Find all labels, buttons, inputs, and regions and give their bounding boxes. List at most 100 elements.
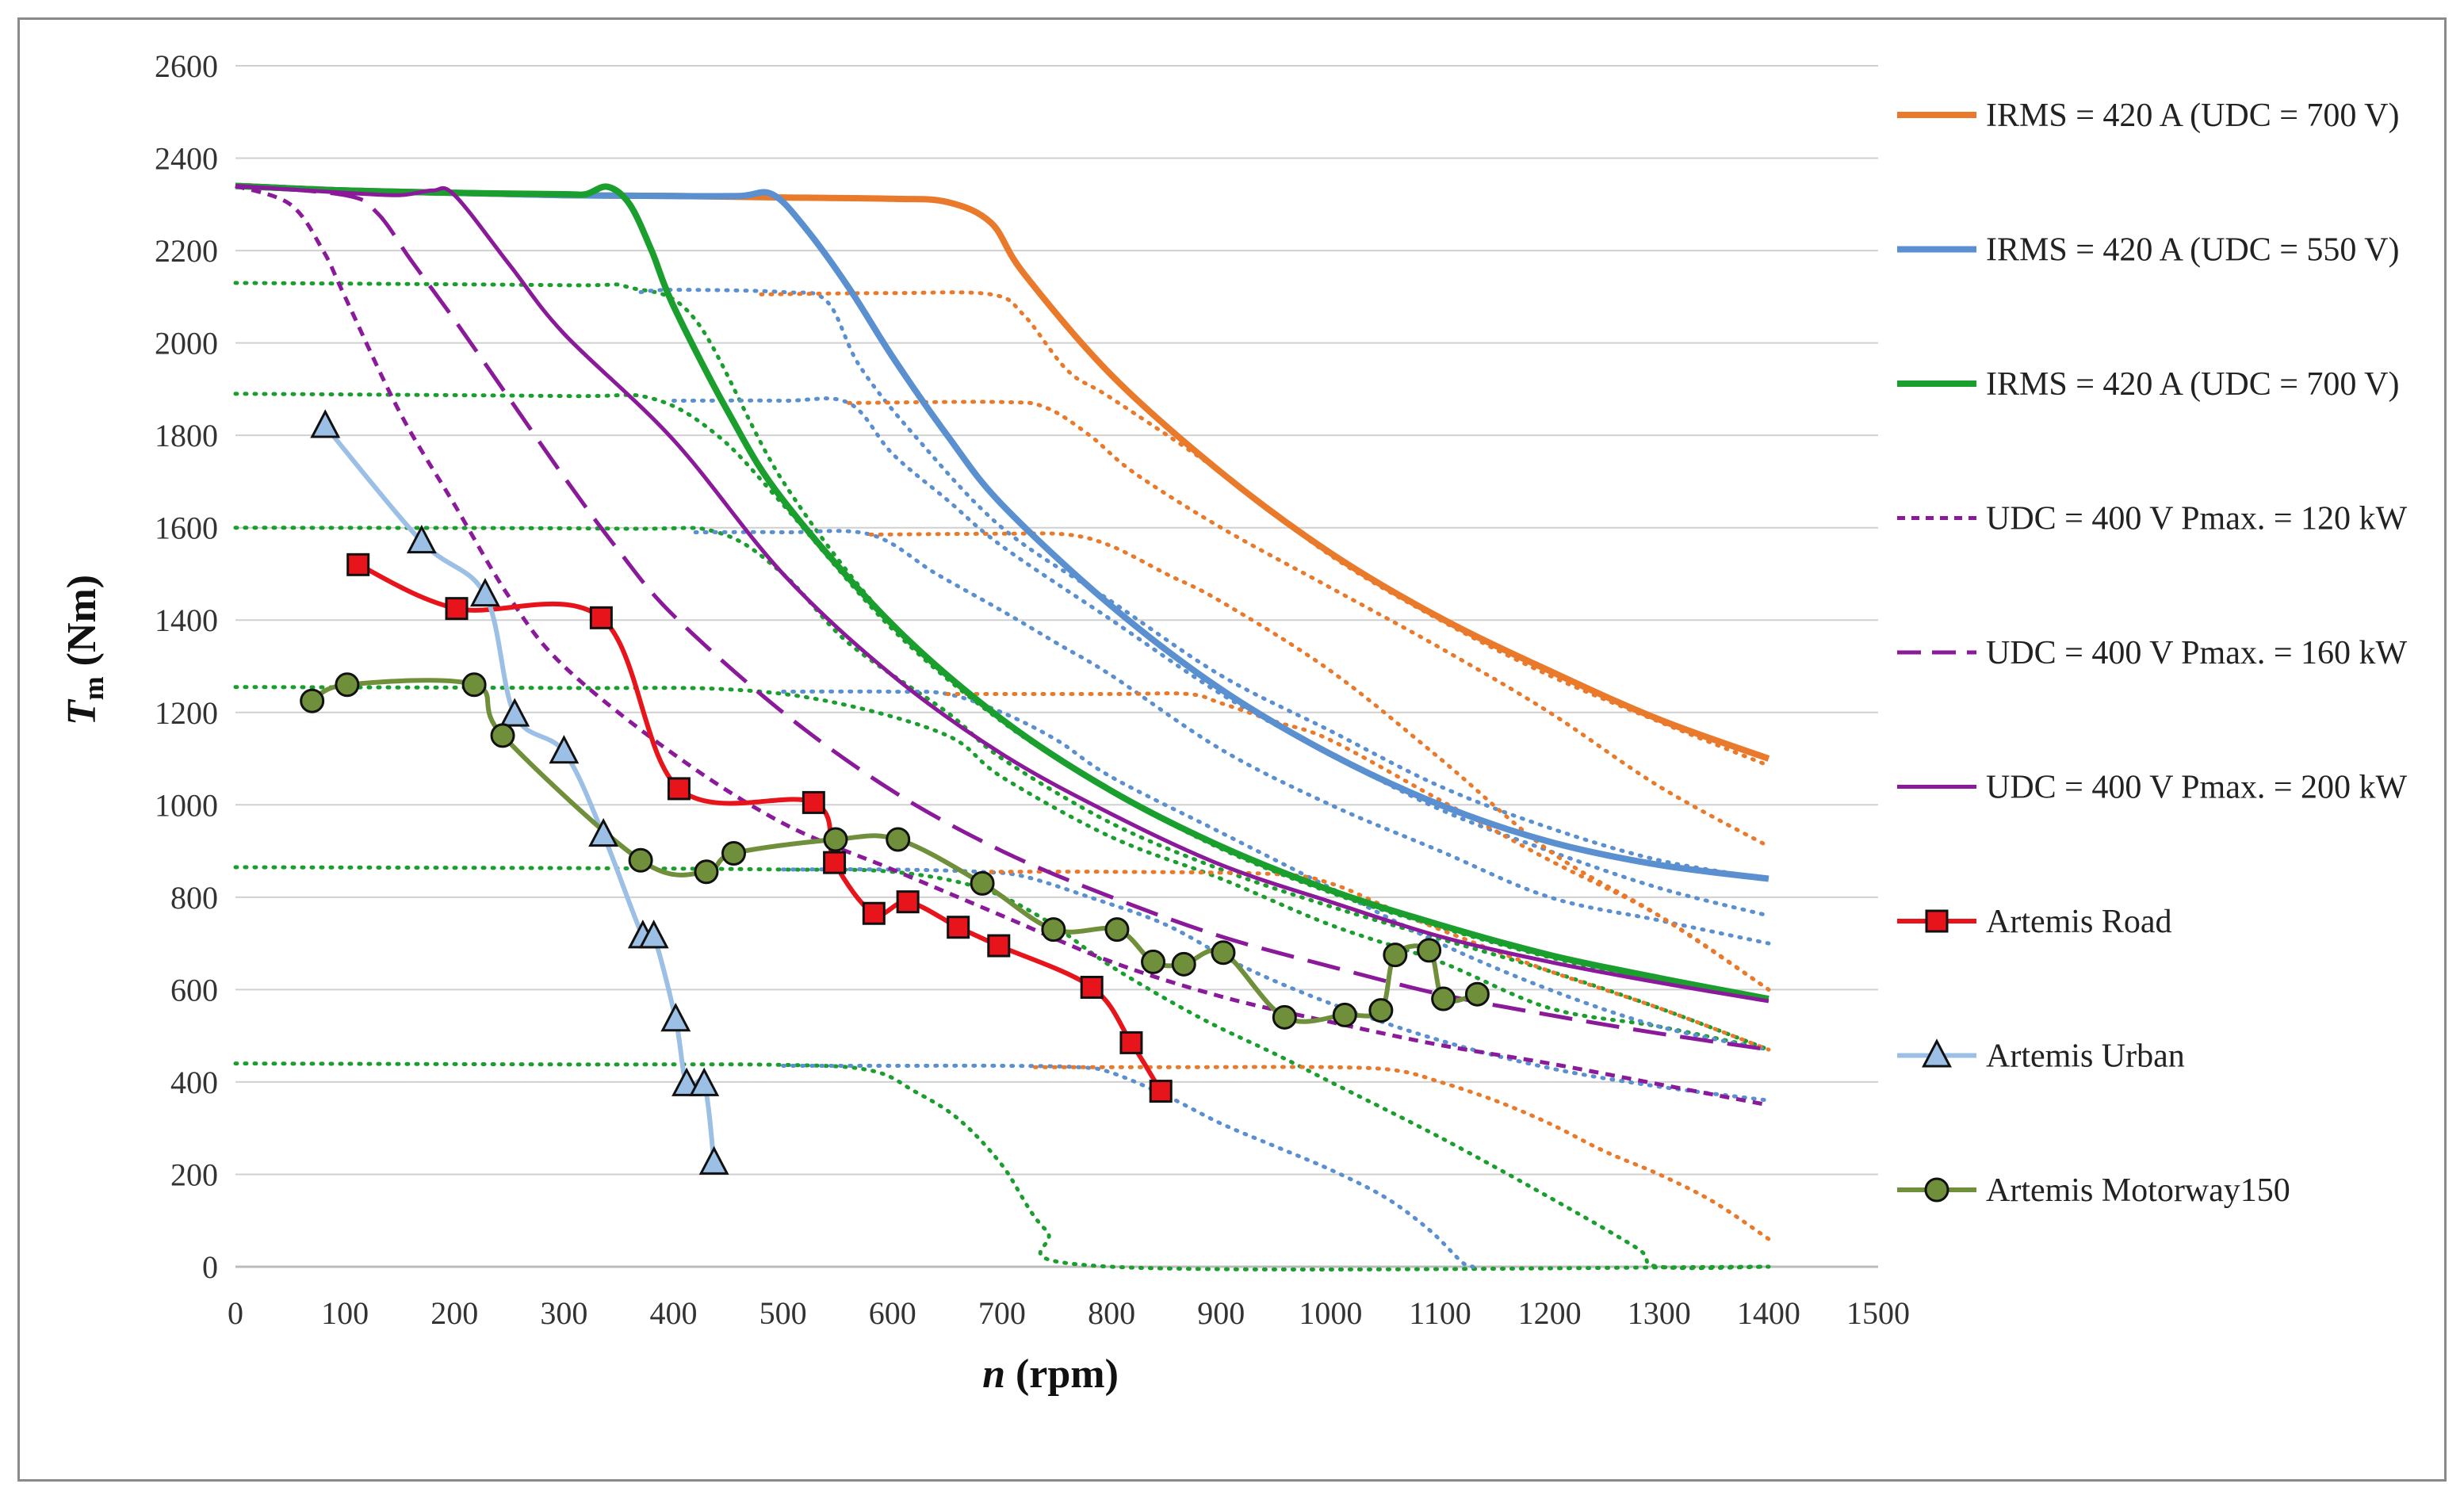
data-point-circle <box>1332 1002 1357 1027</box>
series-line-2 <box>235 182 1770 1002</box>
y-tick-label: 2000 <box>155 326 218 361</box>
data-point-square <box>802 790 825 814</box>
x-tick-label: 0 <box>228 1295 243 1331</box>
data-point-triangle <box>638 920 669 949</box>
dotted-curve <box>638 288 1771 881</box>
data-point-square <box>896 890 920 914</box>
gridlines <box>235 65 1878 1176</box>
data-point-circle <box>1383 943 1408 968</box>
y-axis-title-rest: (Nm) <box>59 575 105 677</box>
data-point-triangle <box>689 1067 720 1096</box>
y-tick-label: 1800 <box>155 418 218 453</box>
legend-item: Artemis Urban <box>1897 1038 2185 1075</box>
legend-label: UDC = 400 V Pmax. = 200 kW <box>1986 770 2408 806</box>
dotted-curve <box>1032 1065 1771 1241</box>
legend-label: IRMS = 420 A (UDC = 550 V) <box>1986 232 2400 269</box>
data-point-circle <box>1211 940 1236 966</box>
x-tick-label: 1200 <box>1518 1295 1582 1331</box>
data-point-circle <box>300 688 325 713</box>
dotted-curve <box>233 1061 1771 1271</box>
data-point-circle <box>721 840 747 866</box>
series-line-1 <box>235 182 1770 882</box>
x-tick-label: 400 <box>650 1295 698 1331</box>
legend-item: Artemis Motorway150 <box>1897 1172 2290 1209</box>
series-line-4 <box>235 184 1770 1052</box>
y-tick-label: 2400 <box>155 141 218 177</box>
data-point-circle <box>628 847 653 873</box>
data-point-triangle <box>698 1145 729 1175</box>
data-point-circle <box>461 672 487 698</box>
series-lines <box>235 182 1770 1164</box>
data-point-circle <box>335 672 360 698</box>
x-axis-title-italic: n <box>982 1352 1005 1397</box>
dotted-curve <box>759 290 1771 768</box>
x-tick-label: 500 <box>759 1295 807 1331</box>
y-tick-label: 600 <box>170 972 218 1008</box>
series-line-7 <box>323 424 717 1164</box>
legend-item: Artemis Road <box>1897 904 2171 940</box>
dotted-curve <box>233 526 1771 1052</box>
series-line-0 <box>235 182 1770 762</box>
dotted-curve <box>693 529 1771 946</box>
x-tick-label: 900 <box>1197 1295 1245 1331</box>
series-markers <box>300 409 1490 1175</box>
data-point-square <box>346 553 370 576</box>
legend-item: IRMS = 420 A (UDC = 700 V) <box>1897 366 2400 403</box>
legend-label: Artemis Urban <box>1986 1038 2185 1075</box>
data-point-triangle <box>310 409 341 438</box>
data-point-circle <box>823 827 848 852</box>
y-tick-label: 1200 <box>155 695 218 731</box>
data-point-square <box>1080 975 1104 999</box>
data-point-circle <box>1417 938 1442 963</box>
data-point-circle <box>1141 949 1166 974</box>
data-point-square <box>862 901 886 925</box>
x-tick-label: 1000 <box>1299 1295 1362 1331</box>
dotted-curve <box>945 691 1771 992</box>
tick-labels: 0200400600800100012001400160018002000220… <box>155 48 1910 1331</box>
legend-marker <box>1925 909 1949 933</box>
y-tick-label: 1600 <box>155 511 218 546</box>
series-line-6 <box>357 562 1163 1093</box>
y-tick-label: 800 <box>170 880 218 916</box>
x-axis-title-rest: (rpm) <box>1005 1352 1119 1397</box>
data-point-triangle <box>406 524 437 554</box>
legend: IRMS = 420 A (UDC = 700 V) IRMS = 420 A (… <box>1897 98 2408 1209</box>
legend-label: IRMS = 420 A (UDC = 700 V) <box>1986 366 2400 403</box>
dotted-curve <box>847 400 1771 849</box>
dotted-curve <box>233 865 1771 1271</box>
x-tick-label: 1300 <box>1628 1295 1691 1331</box>
y-axis-title: Tm (Nm) <box>59 575 109 725</box>
data-point-triangle <box>499 698 530 727</box>
data-point-square <box>947 916 970 939</box>
legend-item: IRMS = 420 A (UDC = 550 V) <box>1897 232 2400 269</box>
x-tick-label: 800 <box>1088 1295 1135 1331</box>
data-point-circle <box>1041 917 1066 943</box>
data-point-circle <box>490 723 515 748</box>
legend-label: Artemis Road <box>1986 904 2171 940</box>
y-tick-label: 200 <box>170 1157 218 1192</box>
y-tick-label: 400 <box>170 1065 218 1100</box>
data-point-triangle <box>588 817 619 847</box>
y-tick-label: 1000 <box>155 787 218 823</box>
legend-item: UDC = 400 V Pmax. = 120 kW <box>1897 501 2408 537</box>
data-point-square <box>987 934 1011 958</box>
x-tick-label: 200 <box>430 1295 478 1331</box>
legend-marker <box>1922 1038 1952 1068</box>
data-point-circle <box>1431 986 1456 1011</box>
data-point-circle <box>1104 917 1130 943</box>
dotted-curve <box>233 281 1771 1001</box>
dotted-curve <box>868 531 1771 992</box>
x-tick-label: 600 <box>869 1295 916 1331</box>
data-point-square <box>1119 1031 1143 1054</box>
data-point-square <box>823 851 847 874</box>
data-point-circle <box>970 870 995 896</box>
legend-item: IRMS = 420 A (UDC = 700 V) <box>1897 98 2400 134</box>
y-tick-label: 2600 <box>155 48 218 84</box>
x-tick-label: 700 <box>978 1295 1026 1331</box>
data-point-triangle <box>660 1003 691 1032</box>
legend-label: IRMS = 420 A (UDC = 700 V) <box>1986 98 2400 134</box>
dotted-curve <box>781 1063 1475 1269</box>
data-point-triangle <box>549 735 580 764</box>
dotted-curve <box>233 392 1771 1004</box>
x-axis-title: n (rpm) <box>982 1352 1119 1397</box>
